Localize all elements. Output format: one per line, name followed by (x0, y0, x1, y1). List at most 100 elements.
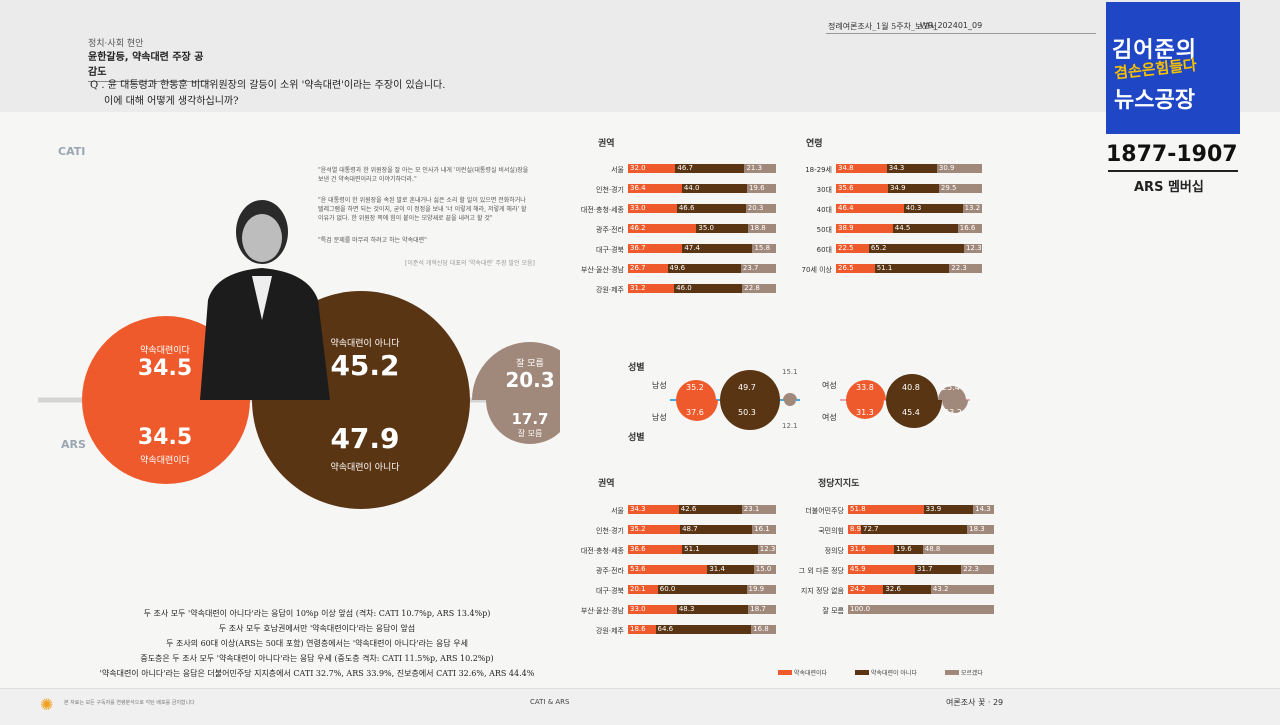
female-ars-unknown-value: 23.2 (944, 408, 962, 417)
cati-region-category-label: 대전·충청·세종 (580, 206, 624, 214)
ars-party-bar-segment: 19.6 (894, 545, 923, 554)
cati-region-category-label: 광주·전라 (596, 226, 624, 234)
ars-party-category-label: 국민의힘 (818, 527, 844, 535)
cati-region-bar-segment: 44.0 (681, 184, 747, 193)
cati-yes-label: 약속대련이다 (140, 346, 190, 356)
cati-region-bar-segment: 46.0 (674, 284, 743, 293)
ars-unknown-value: 17.7 (511, 410, 549, 428)
ars-region-bar-row: 33.0 48.3 18.7 (628, 605, 776, 614)
male-ars-no (720, 400, 780, 430)
ars-party-category-label: 잘 모름 (822, 607, 844, 615)
cati-region-bar-segment: 23.7 (740, 264, 776, 273)
legend-yes: 약속대련이다 (793, 670, 828, 677)
ars-party-category-label: 더불어민주당 (805, 507, 844, 515)
cati-region-bar-segment: 46.7 (675, 164, 745, 173)
female-label-ars: 여성 (822, 413, 837, 422)
ars-region-category-label: 인천·경기 (596, 527, 624, 535)
ars-no-label: 약속대련이 아니다 (330, 463, 400, 473)
female-ars-yes-value: 31.3 (856, 408, 874, 417)
ars-region-bar-segment: 51.1 (682, 545, 758, 554)
female-cati-no-value: 40.8 (902, 383, 920, 392)
main-bubble-chart (38, 200, 560, 509)
cati-unknown-value: 20.3 (505, 368, 555, 392)
ars-region-bar-segment: 18.7 (748, 605, 776, 614)
note-1: 두 조사 모두 '약속대련이 아니다'라는 응답이 10%p 이상 앞섬 (격차… (143, 609, 491, 618)
legend-no: 약속대련이 아니다 (870, 670, 917, 677)
header-divider (826, 33, 1096, 34)
ars-region-bar-segment: 23.1 (741, 505, 776, 514)
legend-yes-swatch (778, 670, 792, 675)
ars-region-bar-segment: 36.6 (628, 545, 683, 554)
header-band (0, 0, 1280, 112)
cati-region-bar-segment: 22.8 (742, 284, 776, 293)
ars-party-bar-row: 51.8 33.9 14.3 (848, 505, 994, 514)
gender-bubble-chart (670, 370, 970, 430)
cati-region-bar-segment: 33.0 (628, 204, 677, 213)
cati-region-bar-segment: 47.4 (682, 244, 753, 253)
ars-party-category-label: 정의당 (824, 547, 844, 555)
report-name: 정례여론조사_1월 5주차_보고서 (828, 22, 938, 31)
female-cati-unknown (938, 386, 966, 400)
footer-notice: 본 자료는 모든 구독자를 연령분석으로 각탄 배포를 금지합니다 (64, 700, 195, 706)
question-line-1: Q . 윤 대통령과 한동훈 비대위원장의 갈등이 소위 '약속대련'이라는 주… (90, 80, 446, 91)
female-ars-no-value: 45.4 (902, 408, 920, 417)
ars-region-bar-row: 35.2 48.7 16.1 (628, 525, 776, 534)
ars-region-bar-segment: 16.8 (751, 625, 776, 634)
cati-age-bar-row: 38.9 44.5 16.6 (836, 224, 982, 233)
ars-region-bar-segment: 34.3 (628, 505, 679, 514)
cati-age-bar-segment: 34.8 (836, 164, 887, 173)
cati-age-bar-row: 22.5 65.2 12.3 (836, 244, 982, 253)
footer-center: CATI & ARS (530, 698, 570, 706)
cati-age-bar-segment: 44.5 (892, 224, 958, 233)
ars-region-bar-segment: 16.1 (752, 525, 776, 534)
ars-party-bar-row: 45.9 31.7 22.3 (848, 565, 994, 574)
ars-region-bar-segment: 48.7 (680, 525, 753, 534)
note-4: 중도층은 두 조사 모두 '약속대련이 아니다'라는 응답 우세 (중도층 격차… (140, 654, 494, 663)
cati-age-bar-segment: 26.5 (836, 264, 875, 273)
ars-region-bar-segment: 42.6 (678, 505, 742, 514)
male-ars-unknown-value: 12.1 (782, 422, 798, 430)
cati-region-category-label: 서울 (611, 166, 624, 174)
ars-party-bar-segment: 48.8 (922, 545, 994, 554)
female-cati-yes-value: 33.8 (856, 383, 874, 392)
quote-3: "특검 문제를 마무리 하려고 하는 약속대련" (318, 237, 427, 244)
male-cati-unknown (783, 393, 797, 400)
ars-party-title: 정당지지도 (818, 479, 860, 489)
ars-region-bar-segment: 60.0 (657, 585, 747, 594)
phone-underline (1108, 170, 1238, 172)
ars-region-bar-segment: 19.9 (746, 585, 776, 594)
question-line-2: 이에 대해 어떻게 생각하십니까? (104, 96, 239, 107)
quote-2: "윤 대통령이 한 위원장을 속된 말로 혼내거나 싫은 소리 할 일이 있으면… (318, 197, 527, 222)
cati-age-bar-row: 26.5 51.1 22.3 (836, 264, 982, 273)
cati-age-bar-segment: 12.3 (964, 244, 982, 253)
cati-age-bar-segment: 40.3 (903, 204, 963, 213)
cati-age-bar-row: 46.4 40.3 13.2 (836, 204, 982, 213)
ars-region-category-label: 대전·충청·세종 (580, 547, 624, 555)
cati-region-bar-segment: 46.2 (628, 224, 697, 233)
ars-party-bar-segment: 22.3 (961, 565, 994, 574)
cati-age-bar-row: 34.8 34.3 30.9 (836, 164, 982, 173)
cati-region-bar-segment: 36.4 (628, 184, 682, 193)
ars-party-bar-segment: 33.9 (923, 505, 974, 514)
cati-age-bar-segment: 51.1 (874, 264, 950, 273)
female-ars-no (886, 400, 942, 428)
ars-party-bar-row: 24.2 32.6 43.2 (848, 585, 994, 594)
ars-party-bar-segment: 18.3 (967, 525, 994, 534)
legend-unknown-swatch (944, 670, 959, 675)
cati-yes-value: 34.5 (137, 356, 193, 381)
cati-region-bar-row: 33.0 46.6 20.3 (628, 204, 776, 213)
cati-region-bar-row: 36.7 47.4 15.8 (628, 244, 776, 253)
ars-region-category-label: 부산·울산·경남 (580, 607, 624, 615)
ars-party-bar-segment: 24.2 (848, 585, 884, 594)
cati-region-bar-segment: 49.6 (667, 264, 741, 273)
ars-region-category-label: 서울 (611, 507, 624, 515)
cati-age-category-label: 70세 이상 (801, 266, 832, 274)
quote-source: [이준석 개혁신당 대표의 '약속대련' 주장 발언 모음] (405, 260, 535, 267)
cati-region-bar-segment: 36.7 (628, 244, 683, 253)
ars-region-bar-segment: 12.3 (757, 545, 776, 554)
ars-region-bar-segment: 31.4 (707, 565, 754, 574)
female-cati-no (886, 374, 938, 400)
news-factory-logo: 김어준의 겸손은힘들다 뉴스공장 (1106, 2, 1240, 134)
cati-age-category-label: 18-29세 (805, 166, 832, 174)
cati-region-bar-segment: 21.3 (744, 164, 776, 173)
